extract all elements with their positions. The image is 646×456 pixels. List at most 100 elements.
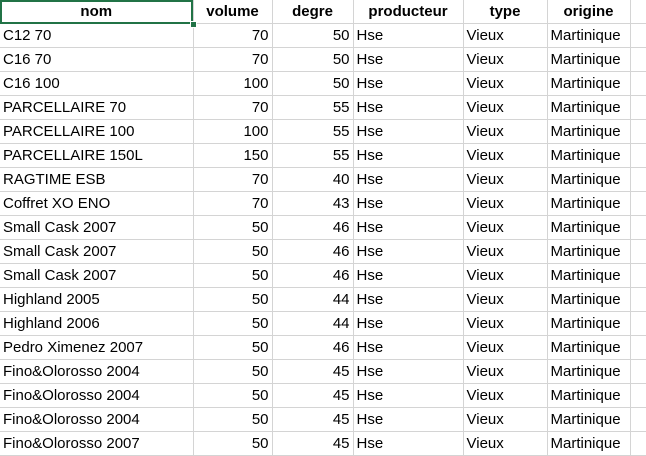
cell-degre[interactable]: 55 [272,143,354,168]
cell-type[interactable]: Vieux [463,407,548,432]
cell-origine[interactable]: Martinique [547,287,631,312]
empty-cell[interactable] [630,359,646,384]
cell-producteur[interactable]: Hse [353,71,464,96]
header-cell-type[interactable]: type [463,0,548,24]
cell-nom[interactable]: Fino&Olorosso 2007 [0,431,194,456]
cell-producteur[interactable]: Hse [353,239,464,264]
empty-cell[interactable] [630,167,646,192]
cell-origine[interactable]: Martinique [547,263,631,288]
cell-origine[interactable]: Martinique [547,383,631,408]
cell-origine[interactable]: Martinique [547,311,631,336]
cell-nom[interactable]: Highland 2005 [0,287,194,312]
cell-type[interactable]: Vieux [463,47,548,72]
empty-cell[interactable] [630,239,646,264]
header-cell-producteur[interactable]: producteur [353,0,464,24]
cell-volume[interactable]: 100 [193,119,273,144]
cell-degre[interactable]: 45 [272,431,354,456]
cell-producteur[interactable]: Hse [353,95,464,120]
cell-degre[interactable]: 46 [272,215,354,240]
cell-degre[interactable]: 50 [272,23,354,48]
header-cell-volume[interactable]: volume [193,0,273,24]
cell-volume[interactable]: 150 [193,143,273,168]
empty-cell[interactable] [630,0,646,24]
empty-cell[interactable] [630,143,646,168]
empty-cell[interactable] [630,287,646,312]
cell-origine[interactable]: Martinique [547,239,631,264]
cell-producteur[interactable]: Hse [353,335,464,360]
cell-volume[interactable]: 50 [193,239,273,264]
cell-degre[interactable]: 46 [272,263,354,288]
cell-producteur[interactable]: Hse [353,311,464,336]
cell-volume[interactable]: 50 [193,335,273,360]
cell-origine[interactable]: Martinique [547,407,631,432]
cell-type[interactable]: Vieux [463,119,548,144]
cell-nom[interactable]: PARCELLAIRE 100 [0,119,194,144]
cell-producteur[interactable]: Hse [353,383,464,408]
cell-nom[interactable]: C12 70 [0,23,194,48]
cell-producteur[interactable]: Hse [353,23,464,48]
cell-origine[interactable]: Martinique [547,431,631,456]
empty-cell[interactable] [630,383,646,408]
cell-type[interactable]: Vieux [463,215,548,240]
cell-degre[interactable]: 55 [272,119,354,144]
cell-producteur[interactable]: Hse [353,143,464,168]
cell-nom[interactable]: Small Cask 2007 [0,215,194,240]
empty-cell[interactable] [630,95,646,120]
cell-type[interactable]: Vieux [463,383,548,408]
cell-type[interactable]: Vieux [463,335,548,360]
cell-volume[interactable]: 50 [193,359,273,384]
cell-volume[interactable]: 70 [193,95,273,120]
empty-cell[interactable] [630,335,646,360]
cell-origine[interactable]: Martinique [547,215,631,240]
cell-producteur[interactable]: Hse [353,407,464,432]
cell-origine[interactable]: Martinique [547,47,631,72]
cell-degre[interactable]: 45 [272,359,354,384]
cell-producteur[interactable]: Hse [353,431,464,456]
empty-cell[interactable] [630,263,646,288]
cell-producteur[interactable]: Hse [353,167,464,192]
cell-degre[interactable]: 44 [272,287,354,312]
empty-cell[interactable] [630,71,646,96]
cell-type[interactable]: Vieux [463,95,548,120]
cell-degre[interactable]: 55 [272,95,354,120]
cell-degre[interactable]: 50 [272,47,354,72]
cell-producteur[interactable]: Hse [353,119,464,144]
cell-producteur[interactable]: Hse [353,263,464,288]
cell-nom[interactable]: Fino&Olorosso 2004 [0,359,194,384]
empty-cell[interactable] [630,431,646,456]
cell-producteur[interactable]: Hse [353,287,464,312]
cell-origine[interactable]: Martinique [547,143,631,168]
cell-degre[interactable]: 44 [272,311,354,336]
cell-degre[interactable]: 45 [272,383,354,408]
cell-volume[interactable]: 70 [193,191,273,216]
cell-nom[interactable]: C16 70 [0,47,194,72]
cell-type[interactable]: Vieux [463,263,548,288]
cell-nom[interactable]: Fino&Olorosso 2004 [0,407,194,432]
cell-nom[interactable]: PARCELLAIRE 70 [0,95,194,120]
cell-degre[interactable]: 40 [272,167,354,192]
cell-producteur[interactable]: Hse [353,359,464,384]
cell-volume[interactable]: 50 [193,215,273,240]
cell-degre[interactable]: 50 [272,71,354,96]
cell-type[interactable]: Vieux [463,287,548,312]
cell-type[interactable]: Vieux [463,71,548,96]
cell-type[interactable]: Vieux [463,311,548,336]
cell-degre[interactable]: 43 [272,191,354,216]
cell-origine[interactable]: Martinique [547,335,631,360]
cell-degre[interactable]: 46 [272,335,354,360]
empty-cell[interactable] [630,23,646,48]
header-cell-degre[interactable]: degre [272,0,354,24]
cell-type[interactable]: Vieux [463,167,548,192]
cell-origine[interactable]: Martinique [547,191,631,216]
cell-type[interactable]: Vieux [463,431,548,456]
header-cell-origine[interactable]: origine [547,0,631,24]
cell-nom[interactable]: Pedro Ximenez 2007 [0,335,194,360]
cell-degre[interactable]: 46 [272,239,354,264]
cell-volume[interactable]: 50 [193,383,273,408]
cell-origine[interactable]: Martinique [547,119,631,144]
cell-type[interactable]: Vieux [463,23,548,48]
fill-handle[interactable] [190,21,197,28]
cell-origine[interactable]: Martinique [547,23,631,48]
cell-origine[interactable]: Martinique [547,71,631,96]
cell-nom[interactable]: Fino&Olorosso 2004 [0,383,194,408]
